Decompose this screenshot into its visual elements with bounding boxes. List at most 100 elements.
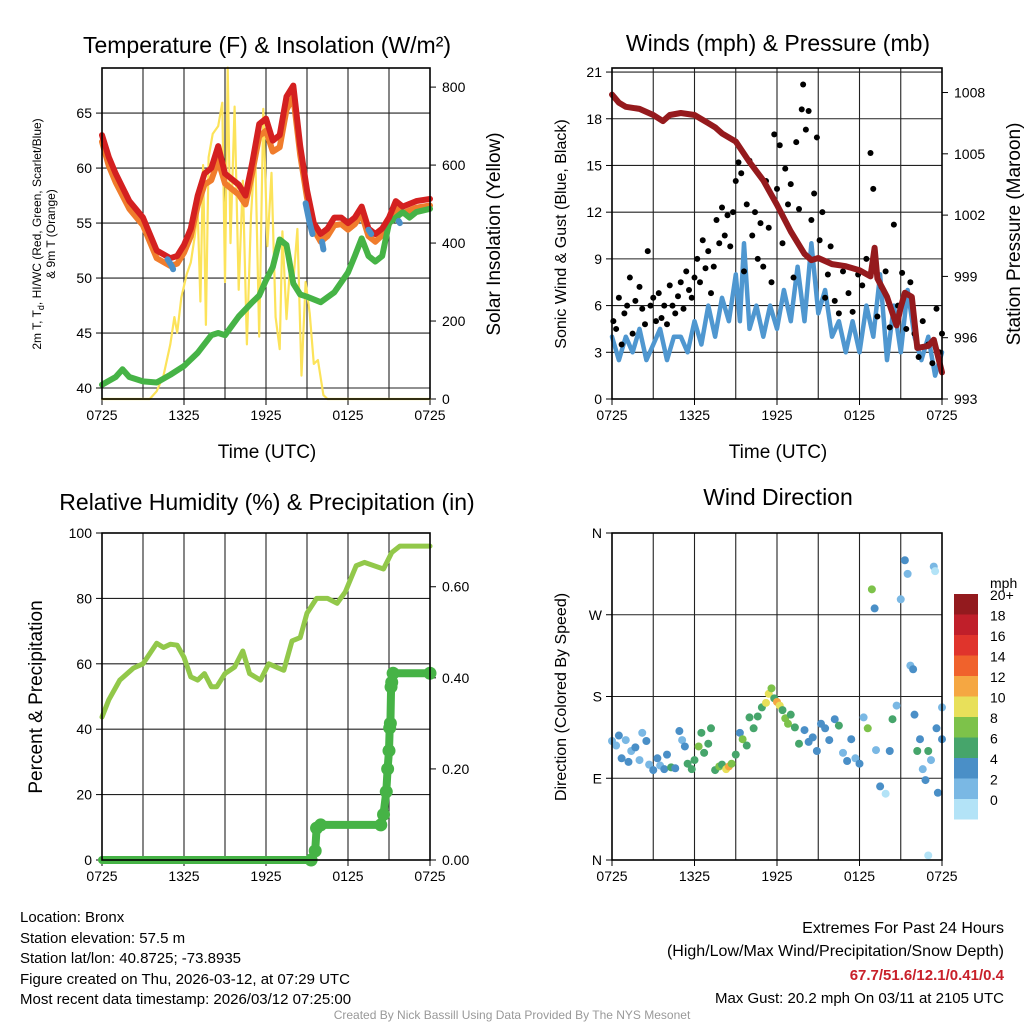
gust-point [705,248,712,255]
gust-point [738,170,745,177]
plot-frame [101,67,431,400]
gust-point [730,209,736,216]
legend-label: 2 [990,772,998,788]
wind-direction-point [697,728,706,737]
plot-frame [611,532,943,861]
wind-y-axis-label: Sonic Wind & Gust (Blue, Black) [553,119,570,348]
wind-direction-point [612,741,621,750]
legend-title: mph [990,575,1017,591]
y-right-tick-label: 0.20 [442,761,469,777]
temperature-x-axis-label: Time (UTC) [218,442,317,463]
humidity-y-axis-label: Percent & Precipitation [26,600,47,793]
wind-direction-point [778,706,787,715]
wind-direction-point [704,739,713,748]
x-tick-label: 0725 [86,407,117,423]
wind-direction-point [851,754,860,763]
wind-direction-point [635,756,644,765]
gust-point [915,353,922,360]
gust-point [710,263,717,270]
gust-point [688,294,695,301]
y-tick-label: W [589,607,603,623]
y-tick-label: N [592,525,602,541]
legend-swatch [954,635,978,656]
legend-swatch [954,717,978,738]
wind-direction-point [690,756,699,765]
y-right-tick-label: 1005 [954,146,985,162]
gust-point [800,81,807,88]
legend-swatch [954,676,978,697]
gust-point [790,274,797,281]
y-right-tick-label: 993 [954,391,978,407]
max-gust: Max Gust: 20.2 mph On 03/11 at 2105 UTC [715,990,1004,1007]
x-tick-label: 0125 [844,407,875,423]
precipitation-point [374,818,388,832]
legend-label: 14 [990,649,1006,665]
precipitation-point [381,762,395,776]
gust-point [835,310,842,317]
gust-point [621,310,628,317]
y-tick-label: 21 [586,64,602,80]
wind-direction-point [885,747,894,755]
x-tick-label: 1925 [250,407,281,423]
heat-index-windchill-segment [164,256,177,273]
precipitation-point [382,744,396,758]
gust-point [886,324,893,331]
wind-direction-point [896,595,905,604]
plot-frame [101,532,431,861]
y-right-tick-label: 999 [954,268,978,284]
extremes-title: Extremes For Past 24 Hours [802,920,1004,937]
y-tick-label: 15 [586,157,602,173]
wind-direction-point [808,733,817,742]
gust-point [805,107,812,114]
legend-swatch [954,655,978,676]
wind-direction-point [660,765,669,774]
gust-point [680,305,687,312]
gust-point [686,287,692,294]
wind-direction-point [735,728,744,737]
svg-text:2m T, Td, HI/WC (Red, Green, S: 2m T, Td, HI/WC (Red, Green, Scarlet/Blu… [30,118,46,349]
gust-point [713,216,720,223]
wind-direction-point [678,736,687,745]
gust-point [882,268,889,275]
precipitation-point [386,666,400,680]
gust-point [743,201,750,208]
y-tick-label: 6 [594,298,602,314]
panel-1: 40 45 50 55 60 65 0 200 400 600 800 0725 1325 1925 012… [76,66,466,423]
x-tick-label: 0725 [414,407,445,423]
footer-elevation: Station elevation: 57.5 m [20,930,185,947]
precipitation-point [377,807,391,821]
station-pressure-line [609,91,945,376]
sonic-wind-line [609,241,945,378]
gust-point [624,302,631,309]
wind-direction-point [812,747,821,755]
winds-x-axis-label: Time (UTC) [729,442,828,463]
gust-point [816,237,823,244]
gust-point [819,209,826,216]
y-tick-label: 60 [76,656,92,672]
y-tick-label: E [593,770,602,786]
gust-point [708,290,714,297]
panel-3: 0 20 40 60 80 100 0.00 0.20 0.40 0.60 0725 1325 1925… [69,525,470,884]
legend-label: 20+ [990,587,1014,603]
wind-direction-point [933,788,942,797]
direction-y-axis-label: Direction (Colored By Speed) [553,593,570,801]
y-right-tick-label: 0.60 [442,579,469,595]
wind-direction-point [790,723,799,732]
wind-direction-point [649,766,658,775]
gust-point [802,126,809,133]
gust-point [768,279,775,286]
gust-point [644,248,651,255]
gust-point [813,134,820,141]
wind-direction-point [847,735,856,744]
wind-direction-point [931,567,940,576]
legend-swatch [954,594,978,615]
gust-point [903,325,910,332]
wind-direction-point [909,665,918,674]
wind-direction-point [924,851,933,860]
legend-swatch [954,696,978,717]
winds-chart-title: Winds (mph) & Pressure (mb) [626,30,930,56]
temperature-chart-title: Temperature (F) & Insolation (W/m²) [83,32,451,58]
gust-point [699,237,706,244]
legend-label: 12 [990,669,1006,685]
x-tick-label: 0125 [844,868,875,884]
